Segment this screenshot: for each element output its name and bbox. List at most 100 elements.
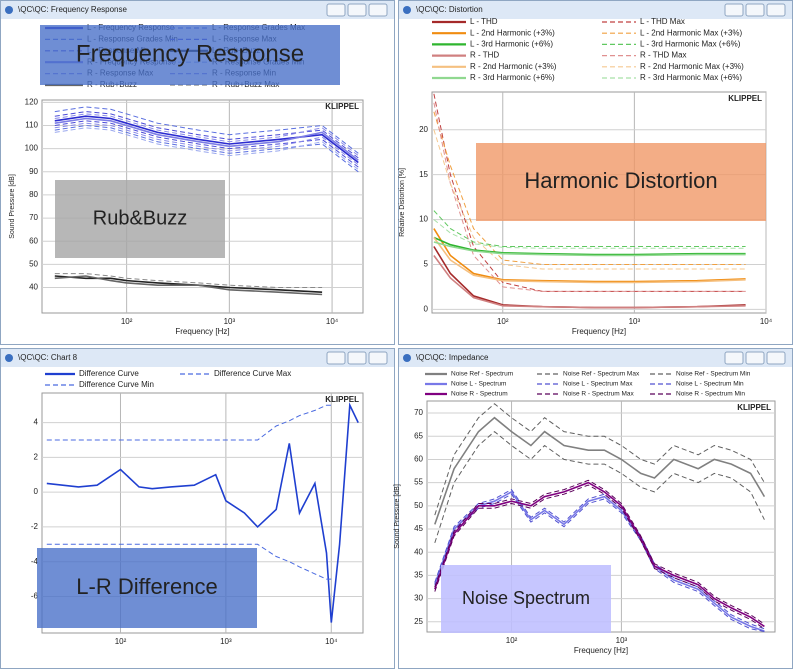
x-tick-label: 10³ [629, 317, 641, 326]
y-tick-label: 4 [34, 418, 39, 427]
maximize-button[interactable] [347, 351, 367, 365]
series-line [433, 228, 746, 283]
x-tick-label: 10³ [616, 636, 628, 645]
series-line [54, 127, 359, 170]
y-tick-label: 80 [29, 190, 38, 199]
x-tick-label: 10² [506, 636, 518, 645]
x-tick-label: 10⁴ [760, 317, 773, 326]
legend-label: Difference Curve Max [214, 369, 291, 378]
y-tick-label: 20 [419, 125, 428, 134]
x-axis-label: Frequency [Hz] [574, 646, 628, 655]
y-tick-label: 0 [424, 305, 429, 314]
series-line [433, 237, 746, 284]
legend-label: Noise R - Spectrum [451, 391, 508, 398]
series-line [54, 106, 359, 154]
y-tick-label: 0 [34, 487, 39, 496]
legend-label: Noise R - Spectrum Min [676, 391, 745, 398]
annotation-box [476, 143, 766, 221]
legend-label: L - 2nd Harmonic Max (+3%) [640, 28, 743, 37]
legend-label: Noise L - Spectrum [451, 381, 506, 388]
x-tick-label: 10² [497, 317, 509, 326]
y-tick-label: 100 [25, 144, 39, 153]
legend-label: Noise R - Spectrum Max [563, 391, 635, 398]
series-line [433, 129, 746, 270]
window-title: \QC\QC: Impedance [416, 353, 489, 362]
x-axis-label: Frequency [Hz] [175, 327, 229, 336]
y-tick-label: 40 [414, 547, 423, 556]
y-tick-label: 70 [29, 213, 38, 222]
y-tick-label: -4 [31, 557, 39, 566]
title-bar [1, 349, 394, 367]
y-tick-label: -2 [31, 522, 39, 531]
series-line [433, 241, 746, 257]
minimize-button[interactable] [724, 3, 744, 17]
annotation-box [441, 565, 611, 633]
brand-label: KLIPPEL [737, 403, 771, 412]
series-line [434, 493, 765, 632]
y-tick-label: 90 [29, 167, 38, 176]
series-line [46, 402, 359, 623]
title-bar [1, 1, 394, 19]
legend-label: L - THD [470, 17, 498, 26]
y-tick-label: 50 [414, 501, 423, 510]
series-line [433, 102, 746, 292]
annotation-text: Rub&Buzz [93, 207, 188, 229]
maximize-button[interactable] [745, 351, 765, 365]
series-line [433, 219, 746, 249]
legend-label: L - 3rd Harmonic (+6%) [470, 40, 553, 49]
close-button[interactable] [766, 351, 786, 365]
y-axis-label: Relative Distortion [%] [399, 168, 406, 237]
x-tick-label: 10² [121, 317, 133, 326]
legend-label: Noise Ref - Spectrum Min [676, 371, 751, 378]
title-bar [399, 349, 792, 367]
x-tick-label: 10⁴ [325, 637, 338, 646]
y-tick-label: -6 [31, 592, 39, 601]
window: \QC\QC: Chart 8 10² 10³ 10⁴ -6 -4 -2 0 2 4 KLIPPEL… [0, 348, 395, 669]
window-title: \QC\QC: Distortion [416, 5, 483, 14]
x-axis-label: Frequency [Hz] [572, 327, 626, 336]
y-tick-label: 60 [29, 236, 38, 245]
legend-label: Noise Ref - Spectrum [451, 371, 513, 378]
minimize-button[interactable] [326, 351, 346, 365]
window-title: \QC\QC: Frequency Response [18, 5, 127, 14]
y-tick-label: 25 [414, 617, 423, 626]
series-line [433, 255, 746, 309]
series-line [54, 275, 323, 296]
series-line [434, 481, 765, 628]
annotation-box [55, 180, 225, 258]
maximize-button[interactable] [347, 3, 367, 17]
close-button[interactable] [766, 3, 786, 17]
legend-label: R - THD [470, 51, 499, 60]
series-line [433, 111, 746, 265]
y-tick-label: 40 [29, 283, 38, 292]
y-tick-label: 70 [414, 408, 423, 417]
maximize-button[interactable] [745, 3, 765, 17]
y-tick-label: 2 [34, 452, 39, 461]
series-line [434, 430, 765, 544]
legend-label: Noise L - Spectrum Min [676, 381, 744, 388]
y-axis-label: Sound Pressure [dB] [394, 484, 401, 549]
window-icon [5, 6, 13, 14]
legend-label: Difference Curve Min [79, 380, 154, 389]
x-tick-label: 10² [115, 637, 127, 646]
series-line [54, 122, 359, 166]
minimize-button[interactable] [326, 3, 346, 17]
window: \QC\QC: Frequency Response 10² 10³ 10⁴ 40 50 6… [0, 0, 395, 345]
window: \QC\QC: Distortion 10² 10³ 10⁴ 0 5 10 15 20 Frequ… [398, 0, 793, 345]
minimize-button[interactable] [724, 351, 744, 365]
brand-label: KLIPPEL [728, 94, 762, 103]
legend-label: R - 3rd Harmonic Max (+6%) [640, 73, 742, 82]
y-tick-label: 65 [414, 431, 423, 440]
series-line [434, 416, 766, 525]
close-button[interactable] [368, 3, 388, 17]
y-tick-label: 45 [414, 524, 423, 533]
y-tick-label: 120 [25, 97, 39, 106]
y-tick-label: 35 [414, 571, 423, 580]
legend-label: R - 3rd Harmonic (+6%) [470, 73, 555, 82]
window-icon [403, 6, 411, 14]
legend-label: L - 2nd Harmonic (+3%) [470, 28, 555, 37]
close-button[interactable] [368, 351, 388, 365]
legend-label: R - THD Max [640, 51, 687, 60]
series-line [54, 117, 359, 161]
